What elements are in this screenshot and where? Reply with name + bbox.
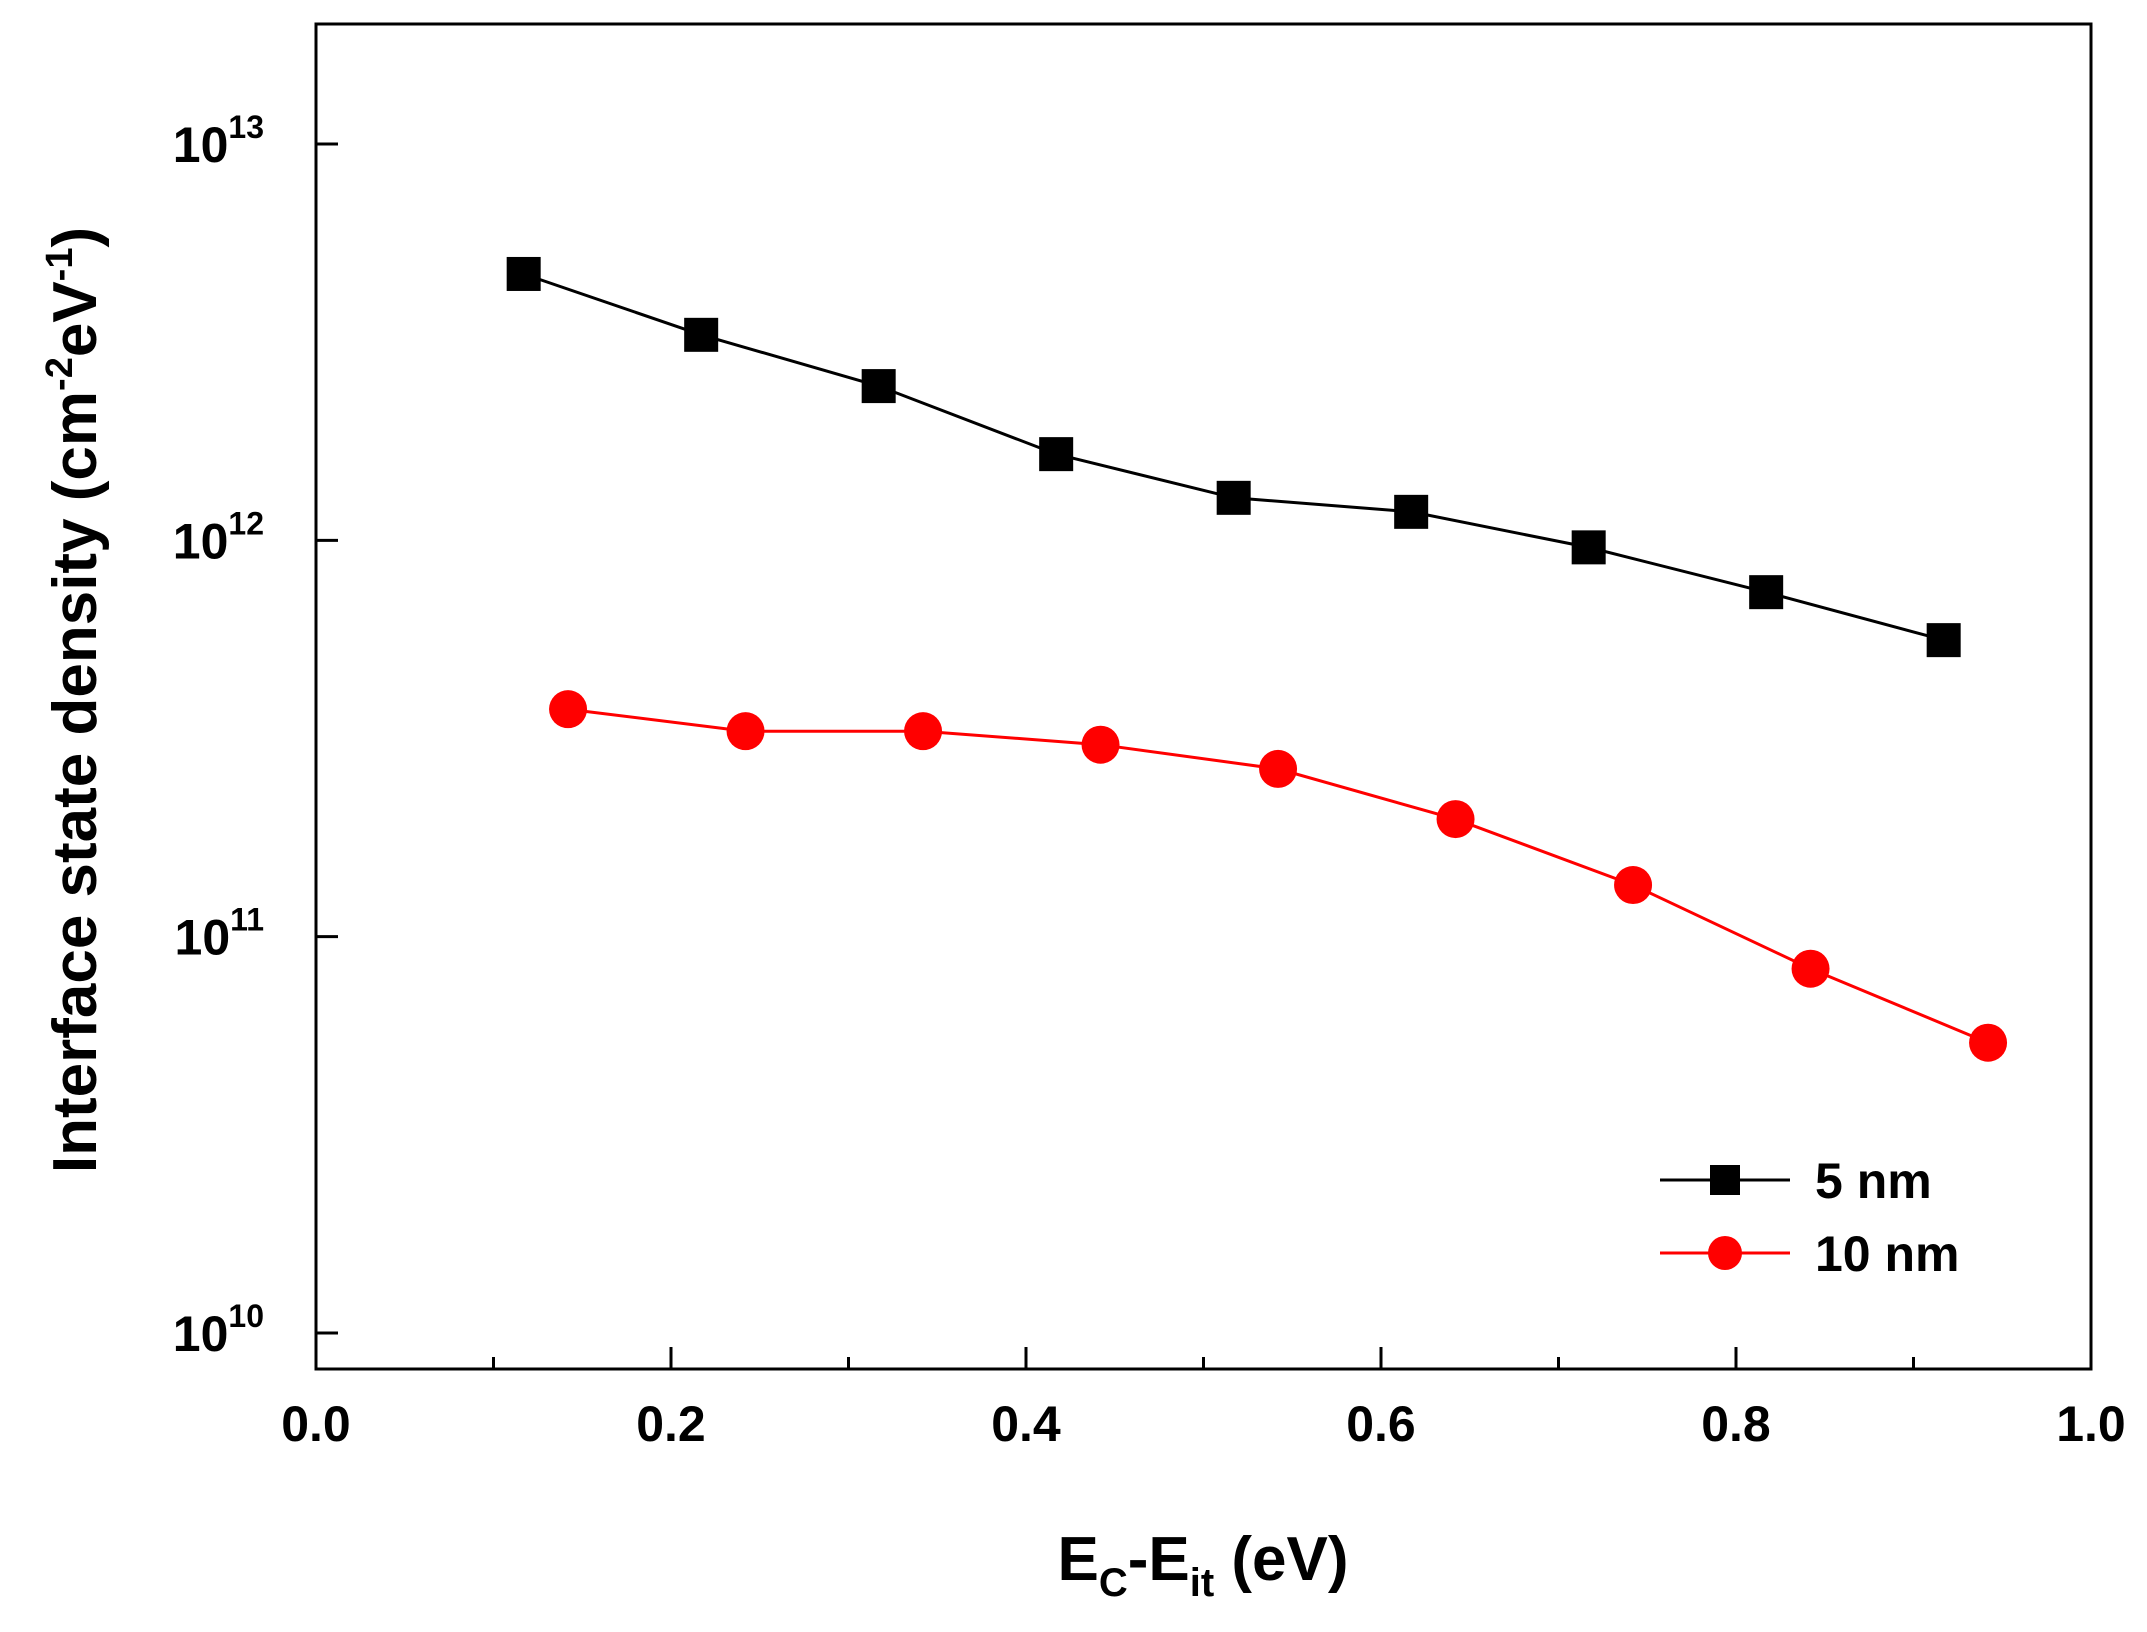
- y-axis-title: Interface state density (cm-2eV-1): [39, 227, 110, 1173]
- data-point: [1216, 480, 1251, 515]
- x-tick-label: 0.0: [281, 1396, 351, 1452]
- y-tick-label: 1011: [175, 902, 264, 966]
- data-point: [1081, 725, 1120, 764]
- x-axis-title-sub2: it: [1190, 1561, 1214, 1605]
- data-point: [904, 712, 943, 751]
- data-point: [726, 712, 765, 751]
- legend-marker-5nm: [1710, 1165, 1740, 1195]
- data-point: [506, 256, 541, 291]
- y-tick-label-exponent: 12: [228, 505, 264, 541]
- plot-frame: [314, 22, 2093, 1371]
- y-axis-title-sup1: -2: [39, 357, 81, 391]
- series-line: [523, 272, 1945, 642]
- data-point: [1614, 866, 1653, 905]
- y-axis-title-mid: eV: [41, 281, 110, 357]
- data-point: [1969, 1023, 2008, 1062]
- y-tick-label: 1010: [173, 1298, 264, 1362]
- x-tick-label: 0.8: [1701, 1396, 1771, 1452]
- series-layer: [506, 256, 2008, 1062]
- data-point: [1039, 437, 1074, 472]
- data-point: [1394, 494, 1429, 529]
- minor-ticks: [492, 1357, 1915, 1369]
- x-axis-title-part2: -E: [1128, 1525, 1190, 1594]
- x-tick-labels: 0.0 0.2 0.4 0.6 0.8 1.0: [281, 1396, 2126, 1452]
- data-point: [549, 690, 588, 729]
- data-point: [684, 317, 719, 352]
- series-10-nm: [549, 690, 2008, 1062]
- legend-label-5nm: 5 nm: [1815, 1153, 1932, 1209]
- data-point: [1926, 623, 1961, 658]
- data-point: [861, 369, 896, 404]
- x-tick-label: 0.4: [991, 1396, 1061, 1452]
- data-point: [1749, 575, 1784, 610]
- y-tick-label-exponent: 11: [230, 902, 264, 938]
- legend: 5 nm 10 nm: [1660, 1153, 1960, 1282]
- x-axis-title-part1: E: [1057, 1525, 1098, 1594]
- series-5-nm: [506, 256, 1961, 658]
- y-tick-label-base: 10: [173, 1306, 229, 1362]
- y-tick-label: 1013: [173, 109, 264, 173]
- y-tick-label-exponent: 13: [228, 109, 264, 145]
- y-tick-label: 1012: [173, 505, 264, 569]
- y-tick-label-exponent: 10: [228, 1298, 264, 1334]
- y-axis-title-end: ): [41, 227, 110, 248]
- data-point: [1259, 749, 1298, 788]
- y-axis-title-sup2: -1: [39, 248, 81, 282]
- x-axis-title-sub1: C: [1099, 1561, 1128, 1605]
- legend-label-10nm: 10 nm: [1815, 1226, 1960, 1282]
- data-point: [1791, 949, 1830, 988]
- y-tick-label-base: 10: [175, 910, 231, 966]
- x-tick-label: 0.2: [636, 1396, 706, 1452]
- y-axis-title-main: Interface state density (cm: [41, 391, 110, 1173]
- y-tick-label-base: 10: [173, 117, 229, 173]
- x-tick-label: 1.0: [2056, 1396, 2126, 1452]
- data-point: [1571, 530, 1606, 565]
- x-axis-title: EC-Eit (eV): [1057, 1525, 1348, 1605]
- y-tick-label-base: 10: [173, 513, 229, 569]
- x-axis-title-part3: (eV): [1214, 1525, 1348, 1594]
- x-tick-label: 0.6: [1346, 1396, 1416, 1452]
- data-point: [1436, 800, 1475, 839]
- legend-marker-10nm: [1708, 1236, 1742, 1270]
